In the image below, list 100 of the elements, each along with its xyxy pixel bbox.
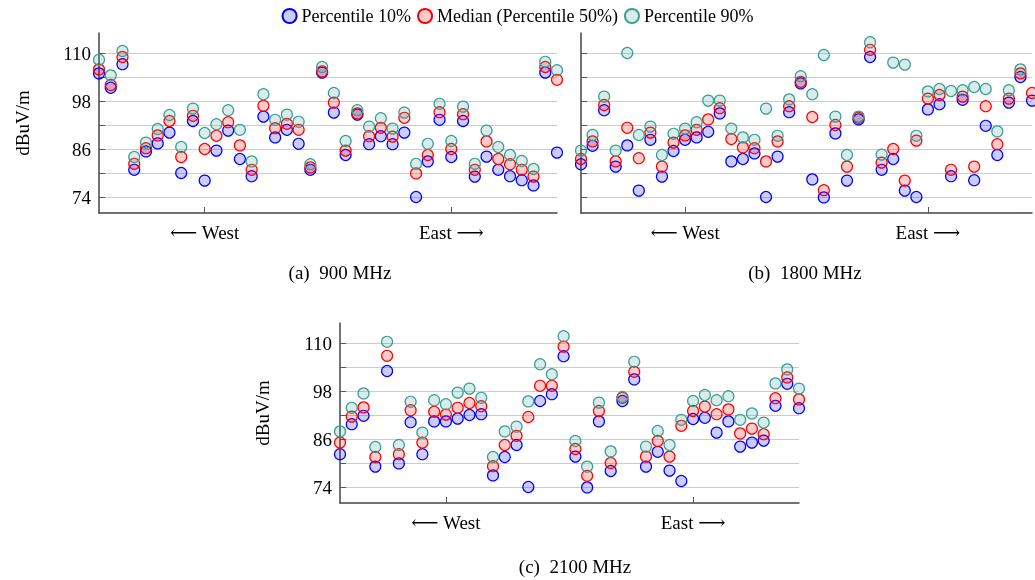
- y-tick-label: 110: [63, 42, 91, 64]
- point: [736, 131, 749, 144]
- point: [663, 464, 676, 477]
- point: [581, 481, 594, 494]
- point: [910, 129, 923, 142]
- point: [734, 413, 747, 426]
- point: [545, 379, 558, 392]
- point: [581, 460, 594, 473]
- point: [428, 405, 441, 418]
- point: [369, 450, 382, 464]
- point: [345, 401, 358, 414]
- point: [515, 174, 528, 187]
- point: [333, 425, 347, 438]
- point: [416, 426, 429, 439]
- point: [678, 122, 692, 135]
- point: [374, 121, 387, 134]
- point: [498, 438, 511, 452]
- point: [386, 122, 399, 135]
- point: [104, 69, 117, 82]
- point: [759, 102, 773, 115]
- point: [363, 120, 376, 133]
- point: [451, 412, 464, 425]
- point: [710, 394, 723, 407]
- point: [357, 401, 370, 414]
- point: [1002, 84, 1015, 97]
- point: [745, 436, 759, 449]
- point: [651, 434, 664, 448]
- point: [416, 448, 429, 461]
- point: [492, 163, 505, 176]
- point: [480, 150, 493, 163]
- point: [269, 113, 282, 126]
- point: [545, 368, 558, 381]
- point: [280, 108, 293, 121]
- point: [781, 363, 794, 376]
- point: [651, 445, 664, 458]
- point: [771, 150, 784, 163]
- point: [333, 448, 347, 461]
- point: [621, 121, 634, 134]
- y-tick-label: 98: [72, 90, 91, 112]
- point: [198, 174, 211, 187]
- point: [745, 407, 759, 420]
- point: [186, 102, 200, 115]
- point: [722, 390, 735, 403]
- point: [698, 388, 711, 402]
- point: [604, 456, 617, 470]
- point: [609, 144, 622, 157]
- point: [713, 94, 726, 107]
- point: [686, 394, 700, 408]
- point: [269, 131, 282, 144]
- y-tick-label: 110: [304, 332, 332, 354]
- point: [198, 126, 211, 140]
- point: [498, 425, 511, 438]
- point: [409, 157, 423, 170]
- point: [527, 162, 540, 176]
- point: [139, 136, 153, 149]
- point: [806, 88, 819, 101]
- point: [736, 141, 749, 154]
- point: [374, 112, 387, 125]
- point: [492, 140, 505, 154]
- point: [592, 415, 606, 428]
- point: [468, 157, 481, 170]
- point: [116, 44, 129, 58]
- point: [392, 457, 405, 470]
- point: [233, 123, 247, 136]
- point: [533, 394, 547, 408]
- point: [333, 436, 347, 449]
- point: [92, 53, 106, 66]
- point: [404, 395, 417, 408]
- point: [644, 120, 657, 133]
- point: [598, 90, 611, 103]
- point: [433, 97, 446, 110]
- point: [710, 426, 723, 439]
- point: [898, 184, 911, 197]
- point: [445, 134, 458, 148]
- point: [675, 413, 688, 426]
- point: [667, 127, 680, 140]
- point: [557, 330, 570, 343]
- point: [725, 122, 738, 135]
- x-tick-label: ⟵ West: [411, 512, 482, 533]
- point: [451, 401, 464, 414]
- point: [327, 106, 340, 119]
- point: [456, 100, 470, 113]
- point: [725, 155, 738, 168]
- point: [991, 138, 1004, 151]
- y-tick-label: 98: [313, 380, 332, 402]
- point: [522, 395, 535, 408]
- x-tick-label: East ⟶: [660, 512, 726, 533]
- x-tick-label: ⟵ West: [170, 222, 240, 243]
- point: [632, 184, 645, 197]
- point: [292, 137, 305, 150]
- point: [898, 58, 911, 71]
- point: [757, 428, 770, 441]
- point: [210, 129, 223, 142]
- point: [151, 122, 164, 136]
- point: [979, 119, 992, 132]
- point: [510, 420, 523, 433]
- point: [522, 480, 535, 494]
- point: [222, 116, 235, 129]
- point: [829, 110, 842, 123]
- point: [557, 340, 570, 353]
